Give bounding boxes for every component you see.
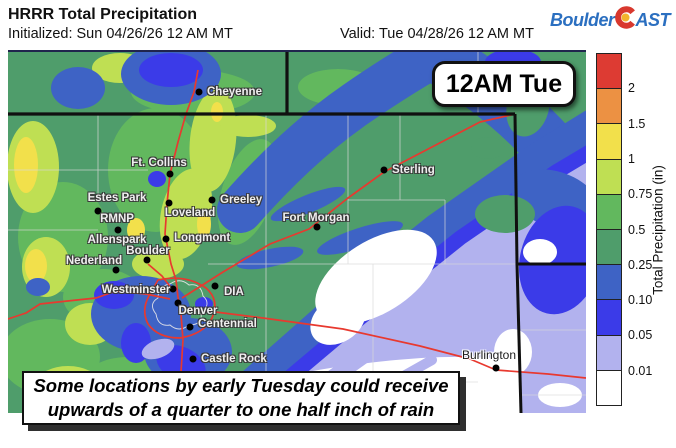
county-lines bbox=[8, 52, 586, 396]
highways bbox=[8, 69, 586, 413]
city-label-greeley: Greeley bbox=[220, 194, 263, 206]
city-dot-loveland bbox=[165, 199, 173, 207]
city-dot-fort-morgan bbox=[313, 223, 321, 231]
city-label-allenspark: Allenspark bbox=[87, 234, 147, 246]
colorbar bbox=[596, 53, 622, 406]
colorbar-tick-label: 0.5 bbox=[628, 222, 646, 237]
colorbar-segment-2 bbox=[597, 124, 621, 160]
city-dot-castle-rock bbox=[189, 355, 197, 363]
city-label-centennial: Centennial bbox=[198, 318, 257, 330]
city-label-longmont: Longmont bbox=[174, 232, 231, 244]
city-dot-estes-park bbox=[94, 207, 102, 215]
caption-line-2: upwards of a quarter to one half inch of… bbox=[47, 399, 435, 420]
city-dot-ft-collins bbox=[166, 170, 174, 178]
city-label-denver: Denver bbox=[178, 305, 218, 317]
city-label-loveland: Loveland bbox=[164, 207, 216, 219]
city-label-nederland: Nederland bbox=[65, 255, 123, 267]
city-label-cheyenne: Cheyenne bbox=[207, 86, 262, 98]
city-dot-allenspark bbox=[114, 226, 122, 234]
city-dot-cheyenne bbox=[195, 88, 203, 96]
city-dot-dia bbox=[211, 282, 219, 290]
state-borders bbox=[8, 52, 586, 413]
forecast-hour-badge: 12AM Tue bbox=[432, 61, 576, 107]
initialized-timestamp: Initialized: Sun 04/26/26 12 AM MT bbox=[8, 26, 233, 42]
city-label-dia: DIA bbox=[224, 286, 244, 298]
city-label-ft-collins: Ft. Collins bbox=[131, 157, 187, 169]
city-dot-centennial bbox=[186, 323, 194, 331]
city-label-burlington: Burlington bbox=[461, 348, 517, 362]
city-dot-sterling bbox=[380, 166, 388, 174]
city-dot-westminster bbox=[169, 285, 177, 293]
forecast-hour-label: 12AM Tue bbox=[445, 69, 563, 98]
colorbar-segment-6 bbox=[597, 265, 621, 301]
city-dot-greeley bbox=[208, 196, 216, 204]
valid-timestamp: Valid: Tue 04/28/26 12 AM MT bbox=[340, 26, 534, 42]
colorbar-segment-5 bbox=[597, 230, 621, 266]
colorbar-tick-label: 2 bbox=[628, 81, 635, 96]
city-dot-nederland bbox=[112, 266, 120, 274]
city-dot-denver bbox=[174, 299, 182, 307]
logo-text-ast: AST bbox=[635, 9, 671, 30]
caption-line-1: Some locations by early Tuesday could re… bbox=[33, 375, 449, 396]
city-label-sterling: Sterling bbox=[392, 164, 435, 176]
caption-box: Some locations by early Tuesday could re… bbox=[22, 371, 460, 425]
colorbar-segment-3 bbox=[597, 159, 621, 195]
colorbar-tick-label: 0.10 bbox=[628, 293, 653, 308]
colorbar-tick-label: 0.25 bbox=[628, 257, 653, 272]
colorbar-tick-label: 1.5 bbox=[628, 116, 646, 131]
city-label-castle-rock: Castle Rock bbox=[201, 353, 267, 365]
bouldercast-logo: Boulder AST bbox=[550, 6, 670, 34]
colorbar-title: Total Precipitation (in) bbox=[650, 165, 666, 295]
colorbar-segment-0 bbox=[597, 54, 621, 90]
colorbar-segment-8 bbox=[597, 335, 621, 371]
colorado-c-icon bbox=[614, 6, 636, 34]
colorbar-tick-label: 1 bbox=[628, 151, 635, 166]
city-label-rmnp: RMNP bbox=[100, 213, 134, 225]
colorbar-segment-4 bbox=[597, 194, 621, 231]
colorbar-segment-9 bbox=[597, 370, 621, 406]
city-dot-boulder bbox=[143, 256, 151, 264]
city-label-westminster: Westminster bbox=[101, 284, 171, 296]
colorbar-tick-label: 0.05 bbox=[628, 328, 653, 343]
logo-text-boulder: Boulder bbox=[549, 9, 615, 30]
city-dot-burlington bbox=[492, 364, 500, 372]
colorbar-segment-7 bbox=[597, 300, 621, 336]
city-label-fort-morgan: Fort Morgan bbox=[282, 212, 350, 224]
colorbar-tick-label: 0.75 bbox=[628, 187, 653, 202]
page-title: HRRR Total Precipitation bbox=[8, 6, 198, 23]
city-dot-longmont bbox=[162, 235, 170, 243]
colorbar-tick-label: 0.01 bbox=[628, 363, 653, 378]
city-label-boulder: Boulder bbox=[126, 245, 170, 257]
colorbar-segment-1 bbox=[597, 89, 621, 125]
city-label-estes-park: Estes Park bbox=[87, 192, 147, 204]
